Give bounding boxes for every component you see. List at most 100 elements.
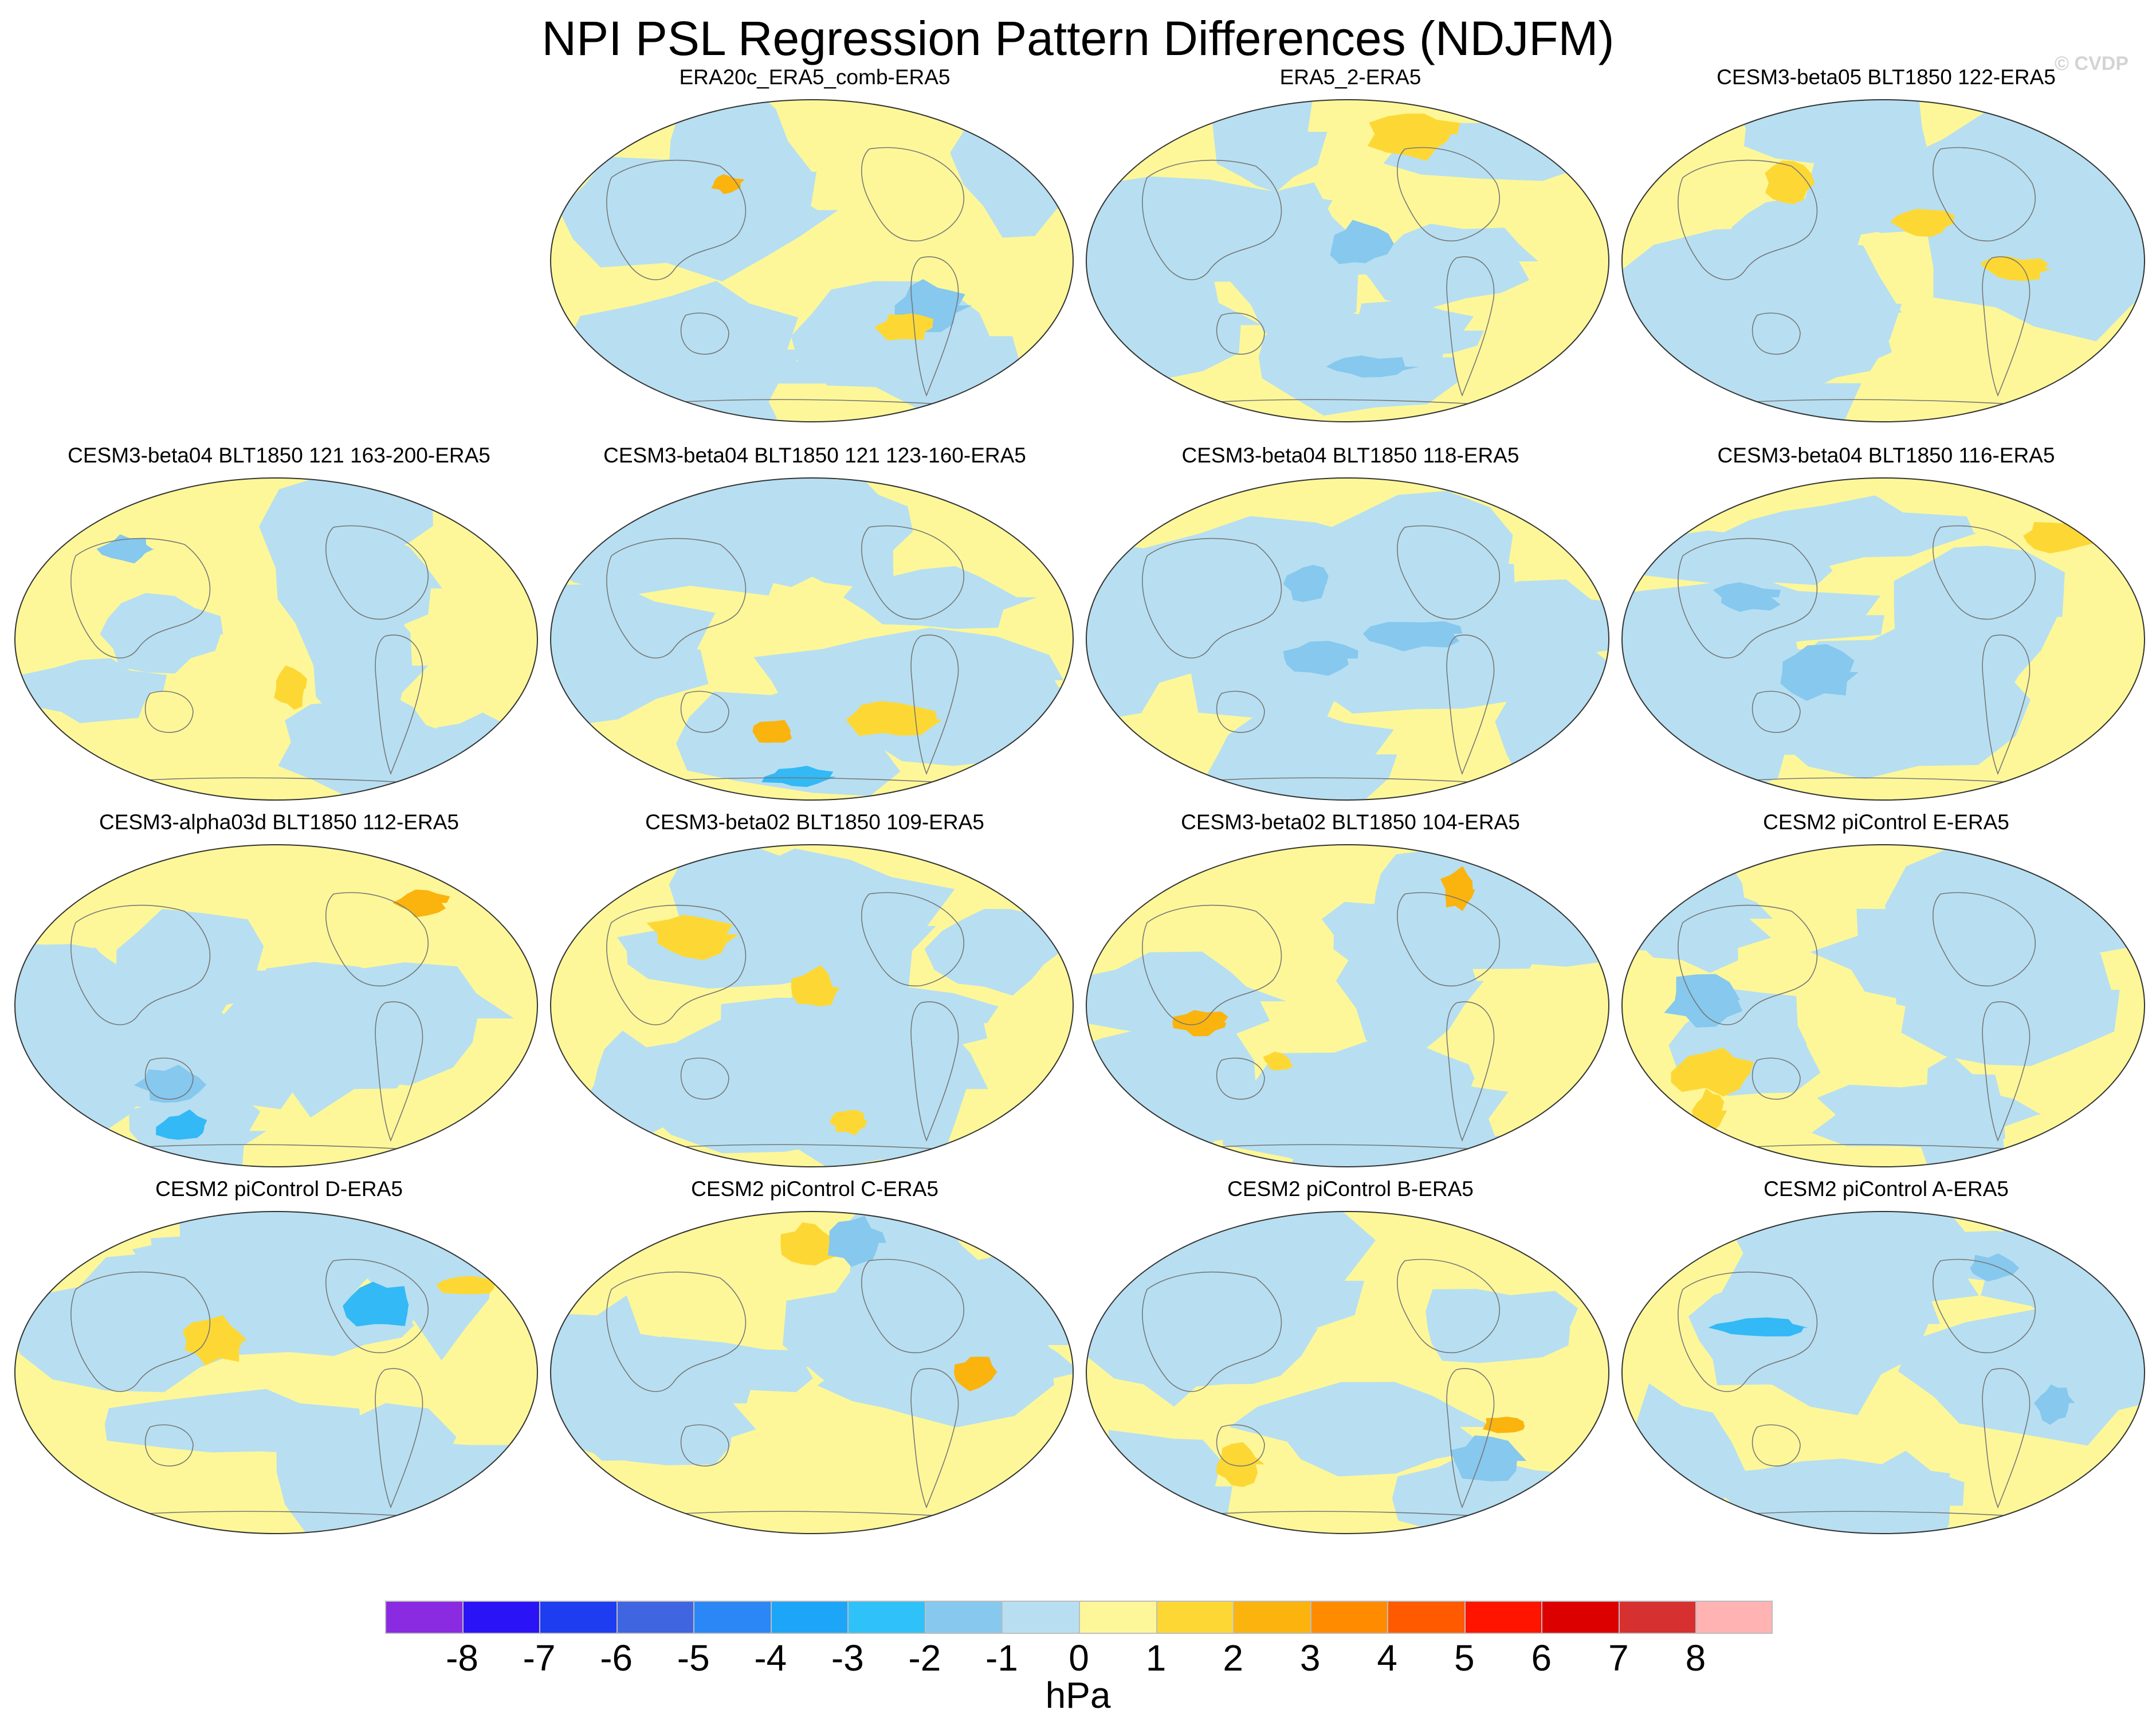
- coastline: [1982, 634, 2031, 775]
- map-svg: [14, 1211, 538, 1534]
- coastline: [1397, 525, 1500, 620]
- panel-title: CESM3-alpha03d BLT1850 112-ERA5: [99, 810, 459, 834]
- map-panel: CESM3-beta05 BLT1850 122-ERA5: [1620, 64, 2153, 431]
- colorbar-swatch: [462, 1601, 540, 1634]
- colorbar-swatch: [1233, 1601, 1310, 1634]
- coastline: [1142, 538, 1282, 658]
- map-outline: [550, 844, 1074, 1167]
- anomaly-positive: [1440, 866, 1475, 911]
- map-outline: [1086, 844, 1609, 1167]
- coastline: [1982, 256, 2031, 397]
- map-field: [15, 478, 537, 800]
- anomaly-positive: [846, 701, 942, 736]
- field-negative: [607, 478, 836, 562]
- anomaly-positive: [1692, 1088, 1727, 1131]
- field-negative: [1719, 495, 1978, 570]
- coastline: [1933, 892, 2036, 987]
- map-outline: [550, 1211, 1074, 1534]
- field-negative: [1086, 951, 1287, 1048]
- anomaly-negative: [96, 534, 155, 564]
- anomaly-negative: [1283, 564, 1329, 602]
- anomaly-positive: [752, 720, 792, 743]
- coastline: [606, 904, 747, 1025]
- anomaly-positive: [954, 1357, 998, 1391]
- map-outline: [14, 477, 538, 801]
- field-negative: [783, 1246, 1073, 1428]
- map-svg: [1086, 477, 1609, 801]
- colorbar-swatch: [1002, 1601, 1079, 1634]
- coastline: [1142, 904, 1282, 1025]
- map-outline: [1621, 99, 2145, 422]
- anomaly-positive: [1367, 113, 1460, 161]
- colorbar-swatch: [1156, 1601, 1234, 1634]
- coastline: [1982, 1368, 2031, 1509]
- coastline: [375, 1368, 423, 1509]
- anomaly-negative: [156, 1109, 207, 1140]
- colorbar-swatch: [1464, 1601, 1542, 1634]
- panel-title: CESM3-beta04 BLT1850 116-ERA5: [1717, 444, 2055, 467]
- anomaly-positive: [182, 1315, 248, 1366]
- colorbar-swatch: [770, 1601, 848, 1634]
- field-negative: [313, 602, 429, 738]
- map-panel: CESM2 piControl E-ERA5: [1620, 809, 2153, 1176]
- anomaly-positive: [1671, 1048, 1754, 1097]
- anomaly-negative: [1330, 219, 1395, 264]
- coastline: [1446, 1001, 1495, 1142]
- field-negative: [188, 991, 339, 1110]
- map-field: [551, 478, 1073, 800]
- map-panel: CESM3-beta04 BLT1850 121 163-200-ERA5: [13, 442, 545, 809]
- map-svg: [1621, 99, 2145, 422]
- map-field: [1622, 478, 2145, 800]
- coastline: [1446, 1368, 1495, 1509]
- map-svg: [550, 844, 1074, 1167]
- panel-title: ERA5_2-ERA5: [1279, 65, 1421, 89]
- anomaly-positive: [646, 915, 739, 960]
- anomaly-negative: [343, 1281, 409, 1327]
- map-outline: [1086, 99, 1609, 422]
- anomaly-positive: [829, 1110, 869, 1136]
- field-negative: [1730, 1233, 1941, 1416]
- map-outline: [550, 477, 1074, 801]
- figure-title: NPI PSL Regression Pattern Differences (…: [541, 11, 1615, 65]
- anomaly-negative: [1362, 621, 1463, 652]
- field-negative: [791, 281, 1023, 413]
- field-negative: [1425, 1289, 1578, 1363]
- coastline: [606, 1271, 747, 1392]
- map-panel: CESM2 piControl B-ERA5: [1084, 1176, 1617, 1543]
- coastline: [606, 538, 747, 658]
- map-svg: [14, 844, 538, 1167]
- field-negative: [1229, 1382, 1494, 1477]
- map-svg: [1086, 99, 1609, 422]
- field-negative: [1898, 1299, 2145, 1446]
- map-svg: [1621, 477, 2145, 801]
- field-negative: [1622, 887, 1773, 954]
- coastline: [1678, 159, 1818, 280]
- anomaly-positive: [436, 1276, 506, 1295]
- coastline: [375, 634, 423, 775]
- map-outline: [550, 99, 1074, 422]
- anomaly-negative: [761, 766, 837, 787]
- map-svg: [1086, 844, 1609, 1167]
- coastline: [910, 634, 959, 775]
- map-outline: [14, 844, 538, 1167]
- anomaly-negative: [1713, 582, 1781, 612]
- map-panel: CESM3-alpha03d BLT1850 112-ERA5: [13, 809, 545, 1176]
- anomaly-negative: [1664, 974, 1743, 1028]
- colorbar-swatch: [1387, 1601, 1464, 1634]
- colorbar-swatch: [924, 1601, 1002, 1634]
- anomaly-positive: [1765, 160, 1816, 205]
- panel-title: CESM2 piControl E-ERA5: [1763, 810, 2009, 834]
- coastline: [1933, 1259, 2036, 1354]
- coastline: [325, 1259, 429, 1354]
- coastline: [1397, 147, 1500, 242]
- coastline: [1142, 1271, 1282, 1392]
- coastline: [680, 1057, 729, 1100]
- colorbar-swatch: [1310, 1601, 1388, 1634]
- map-panel: CESM3-beta04 BLT1850 121 123-160-ERA5: [548, 442, 1081, 809]
- colorbar-swatch: [1541, 1601, 1619, 1634]
- anomaly-positive: [791, 965, 840, 1007]
- field-negative: [1355, 224, 1538, 309]
- coastline: [1446, 634, 1495, 775]
- map-field: [1086, 478, 1609, 800]
- anomaly-positive: [711, 174, 745, 194]
